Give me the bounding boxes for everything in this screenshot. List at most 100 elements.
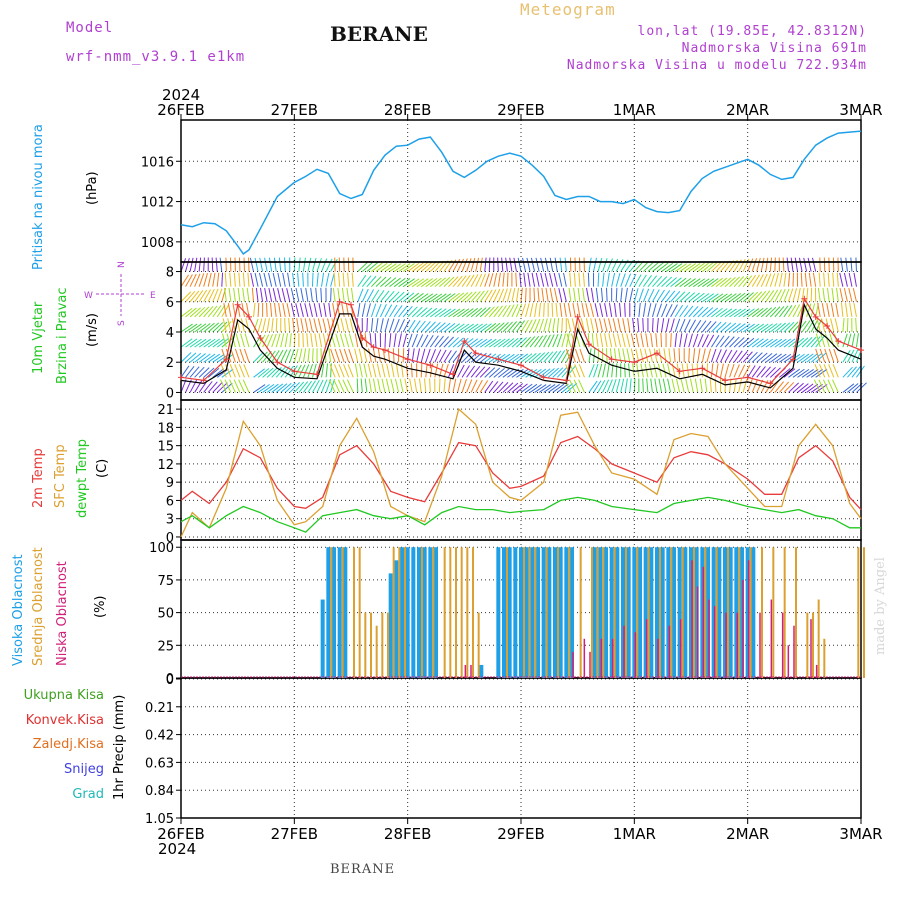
wind-arrow	[774, 257, 776, 272]
wind-arrow	[284, 257, 286, 272]
y-tick-label: 0.42	[145, 729, 174, 744]
wind-arrow	[298, 364, 306, 378]
wind-arrow	[488, 338, 502, 348]
cloud-bar	[513, 547, 518, 678]
wind-arrow	[644, 363, 649, 378]
wind-arrow	[384, 333, 387, 348]
wind-arrow	[543, 368, 555, 378]
wind-arrow	[534, 302, 538, 317]
wind-arrow	[638, 302, 641, 317]
wind-arrow	[307, 257, 312, 272]
wind-arrow	[247, 272, 250, 287]
cloud-bar	[759, 612, 761, 678]
wind-arrow	[516, 383, 528, 393]
wind-arrow	[429, 321, 441, 333]
wind-arrow	[498, 353, 511, 363]
wind-arrow	[203, 273, 208, 287]
wind-arrow	[229, 379, 236, 393]
wind-arrow	[594, 303, 599, 317]
wind-arrow	[366, 317, 368, 333]
y-tick-label: 18	[157, 421, 174, 436]
wind-arrow	[564, 257, 567, 272]
wind-arrow	[180, 274, 189, 287]
wind-arrow	[506, 304, 515, 318]
wind-arrow	[370, 318, 374, 333]
wind-arrow	[407, 278, 420, 288]
wind-arrow	[642, 317, 644, 333]
wind-arrow	[556, 383, 569, 393]
wind-arrow	[851, 333, 856, 348]
wind-arrow	[289, 348, 295, 363]
wind-arrow	[502, 321, 513, 333]
wind-arrow	[652, 289, 660, 303]
wind-arrow	[242, 272, 245, 287]
cloud-bar	[795, 547, 797, 678]
wind-arrow	[747, 291, 759, 303]
wind-arrow	[535, 272, 540, 287]
gust-marker	[801, 295, 808, 302]
wind-arrow	[475, 257, 480, 272]
wind-arrow	[720, 293, 733, 303]
wind-arrow	[498, 368, 510, 378]
wind-arrow	[697, 262, 710, 272]
wind-arrow	[853, 303, 857, 317]
wind-arrow	[189, 273, 197, 287]
time-label-top: 2MAR	[726, 101, 769, 119]
cloud-bar	[523, 547, 525, 678]
wind-arrow	[822, 287, 826, 302]
wind-arrow	[221, 321, 232, 333]
cloud-bar	[715, 547, 718, 678]
wind-arrow	[461, 274, 471, 287]
wind-arrow	[203, 353, 216, 363]
wind-arrow	[461, 351, 473, 363]
wind-arrow	[238, 379, 245, 393]
time-label-bottom: 1MAR	[613, 825, 656, 843]
wind-arrow	[742, 364, 751, 378]
wind-arrow	[266, 334, 273, 348]
wind-arrow	[661, 303, 668, 318]
wind-arrow	[203, 257, 205, 272]
wind-arrow	[497, 321, 509, 333]
wind-arrow	[823, 272, 826, 287]
wind-arrow	[354, 348, 359, 363]
wind-arrow	[325, 363, 329, 378]
cloud-bar	[670, 547, 673, 678]
wind-arrow	[629, 287, 634, 302]
wind-arrow	[647, 303, 652, 317]
wind-arrow	[438, 378, 441, 393]
wind-arrow	[392, 348, 395, 363]
precip-legend: Ukupna Kisa Konvek.Kisa Zaledj.Kisa Snij…	[24, 688, 127, 802]
wind-arrow	[185, 274, 193, 287]
wind-arrow	[302, 364, 310, 378]
wind-arrow	[525, 352, 537, 363]
wind-arrow	[738, 323, 751, 333]
wind-arrow	[452, 323, 465, 333]
wind-arrow	[511, 337, 523, 348]
wind-arrow	[189, 307, 201, 318]
wind-arrow	[470, 366, 481, 378]
wind-arrow	[692, 262, 705, 272]
wind-arrow	[180, 365, 190, 378]
wind-arrow	[621, 333, 626, 348]
wind-arrow	[511, 304, 519, 318]
wind-arrow	[381, 363, 386, 378]
wind-arrow	[697, 320, 707, 333]
wind-arrow	[341, 287, 345, 302]
wind-arrow	[189, 338, 202, 348]
wind-arrow	[661, 262, 674, 272]
wind-arrow	[224, 287, 227, 302]
wind-arrow	[756, 290, 767, 303]
wind-arrow	[212, 353, 225, 363]
cloud-bar	[404, 547, 406, 678]
wind-arrow	[443, 350, 452, 363]
wind-arrow	[203, 322, 215, 333]
wind-arrow	[810, 368, 823, 378]
wind-arrow	[323, 302, 327, 317]
y-tick-label: 0.21	[145, 701, 174, 716]
wind-arrow	[810, 352, 823, 363]
wind-arrow	[300, 318, 304, 333]
wind-arrow	[180, 338, 193, 348]
wind-arrow	[588, 348, 592, 363]
wind-arrow	[704, 378, 708, 393]
wind-arrow	[629, 273, 637, 287]
